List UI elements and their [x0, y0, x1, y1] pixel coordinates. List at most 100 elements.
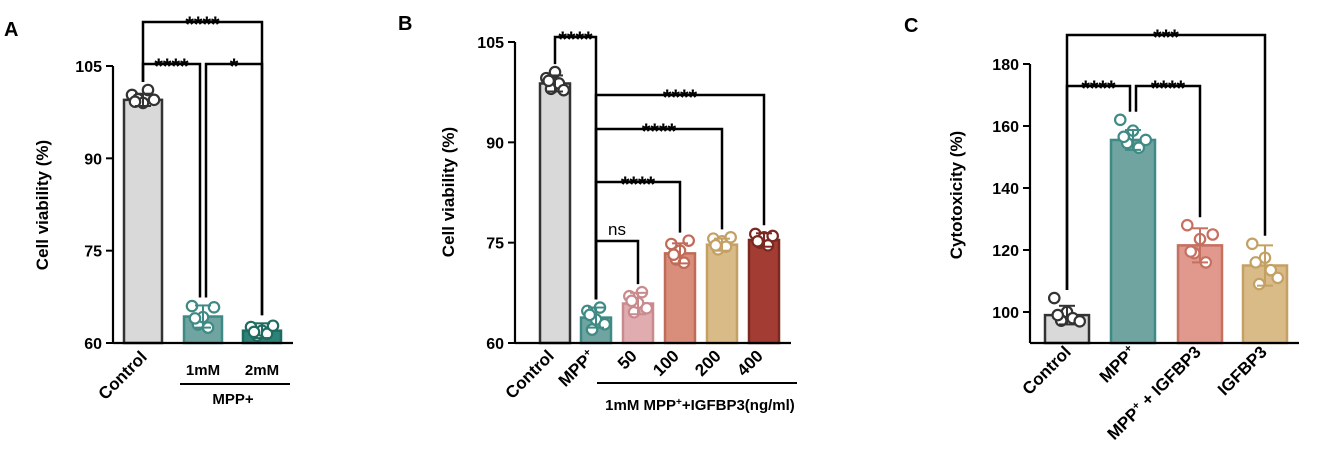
group-label-a: MPP+ — [212, 391, 254, 408]
point-b-5-3 — [761, 239, 775, 252]
point-c-3-4 — [1271, 271, 1285, 285]
y-tick-label-c-2: 140 — [992, 181, 1019, 198]
point-a-0-4 — [147, 93, 161, 107]
bar-b-4 — [705, 243, 739, 345]
bracket-a-2 — [204, 62, 264, 316]
significance-brackets-b: **** **** **** **** ns — [553, 27, 766, 300]
significance-label-b-3: **** — [621, 172, 656, 197]
point-c-0-5 — [1051, 308, 1065, 322]
significance-label-c-2: **** — [1151, 76, 1186, 101]
point-b-4-5 — [709, 239, 722, 252]
error-bars-c — [1059, 129, 1273, 326]
significance-brackets-a: ******** * — [141, 12, 264, 316]
x-label-c-control: Control — [1019, 342, 1075, 398]
bracket-c-2 — [1134, 84, 1202, 218]
bar-a-0 — [122, 98, 164, 345]
bar-b-5 — [747, 238, 781, 345]
significance-label-a-1: **** — [154, 54, 189, 79]
significance-label-b-4: ns — [608, 220, 626, 239]
group-label-b: 1mM MPP++IGFBP3(ng/ml) — [605, 397, 795, 415]
x-label-a-2mm: 2mM — [245, 362, 279, 379]
y-tick-label-b-1: 75 — [486, 236, 504, 253]
point-a-2-4 — [266, 319, 280, 333]
x-label-b-100: 100 — [649, 346, 682, 379]
point-a-2-5 — [247, 325, 261, 339]
y-tick-label-b-2: 90 — [486, 135, 504, 152]
panel-label-b: B — [398, 13, 412, 35]
error-bars-a — [135, 92, 270, 340]
point-c-0-4 — [1073, 314, 1087, 328]
significance-label-b-2: **** — [642, 119, 677, 144]
point-c-1-0 — [1113, 113, 1127, 127]
point-a-0-3 — [141, 83, 155, 97]
x-label-b-control: Control — [502, 346, 558, 402]
point-b-2-5 — [625, 294, 638, 308]
axes-b — [513, 42, 791, 345]
x-label-a-1mm: 1mM — [186, 362, 220, 379]
y-tick-label-b-3: 105 — [477, 35, 504, 52]
points-b — [540, 65, 779, 336]
y-tick-label-c-4: 180 — [992, 57, 1019, 74]
y-ticks-b: 60 75 90 105 — [477, 35, 515, 353]
point-b-4-4 — [724, 231, 737, 244]
significance-label-b-0: **** — [558, 27, 593, 52]
point-b-5-5 — [751, 235, 764, 248]
bracket-b-2 — [594, 127, 724, 300]
significance-label-a-0: **** — [185, 12, 220, 37]
bracket-c-1 — [1065, 84, 1132, 291]
axes-a — [111, 66, 293, 345]
significance-label-b-1: **** — [663, 85, 698, 110]
significance-label-c-1: **** — [1081, 76, 1116, 101]
point-c-2-4 — [1206, 228, 1220, 241]
x-label-b-50: 50 — [614, 346, 641, 373]
bracket-b-4 — [594, 239, 640, 300]
y-tick-label-a-0: 60 — [84, 336, 102, 353]
point-a-1-5 — [188, 312, 202, 325]
point-b-1-5 — [583, 308, 596, 322]
y-tick-label-a-1: 75 — [84, 244, 102, 261]
point-b-0-4 — [557, 83, 570, 97]
y-tick-label-a-3: 105 — [75, 59, 102, 76]
y-tick-label-c-3: 160 — [992, 119, 1019, 136]
axes-c — [1028, 64, 1299, 345]
bar-c-1 — [1109, 138, 1157, 345]
point-c-2-5 — [1184, 245, 1198, 258]
bar-b-0 — [538, 82, 572, 345]
significance-label-c-0: *** — [1153, 25, 1179, 50]
significance-label-a-2: * — [230, 54, 239, 79]
point-a-1-4 — [207, 300, 221, 314]
point-c-2-0 — [1180, 218, 1194, 232]
y-tick-label-c-0: 100 — [992, 305, 1019, 322]
point-c-3-5 — [1249, 256, 1263, 269]
bracket-c-0 — [1065, 33, 1267, 291]
y-tick-label-a-2: 90 — [84, 151, 102, 168]
x-label-b-mpp: MPP+ — [555, 346, 599, 390]
point-c-1-4 — [1139, 133, 1153, 147]
point-b-3-5 — [667, 248, 680, 262]
point-b-2-4 — [640, 301, 653, 315]
x-label-a-control: Control — [95, 347, 151, 403]
y-tick-label-c-1: 120 — [992, 243, 1019, 260]
y-ticks-a: 60 75 90 105 — [75, 59, 113, 353]
panel-label-c: C — [904, 15, 918, 37]
bracket-a-1 — [141, 62, 202, 298]
y-tick-label-b-0: 60 — [486, 336, 504, 353]
x-label-b-200: 200 — [691, 346, 724, 379]
point-c-1-5 — [1117, 130, 1131, 144]
y-axis-label-a: Cell viability (%) — [33, 140, 52, 270]
error-bars-b — [547, 74, 772, 329]
point-b-0-5 — [542, 74, 555, 88]
point-c-3-0 — [1245, 237, 1259, 251]
point-c-3-1 — [1252, 277, 1266, 291]
y-axis-label-b: Cell viability (%) — [439, 127, 458, 257]
significance-brackets-c: ******* **** — [1065, 25, 1267, 291]
panel-label-a: A — [4, 19, 18, 41]
x-label-c-igfbp3: IGFBP3 — [1214, 342, 1271, 399]
y-ticks-c: 100 120 140 160 180 — [992, 57, 1030, 322]
x-label-b-400: 400 — [733, 346, 766, 379]
x-label-c-mpp: MPP+ — [1096, 342, 1140, 386]
